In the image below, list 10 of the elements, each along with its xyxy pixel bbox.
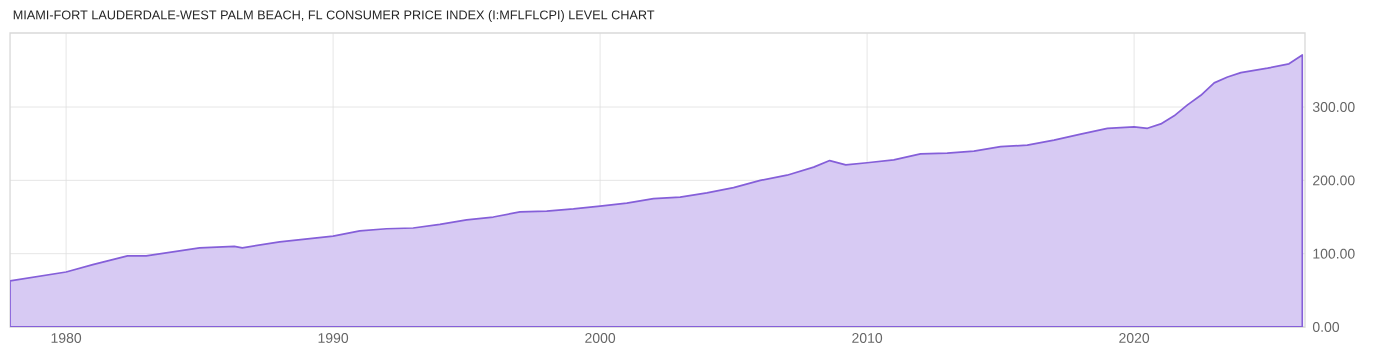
x-tick-label: 2010 — [852, 333, 883, 343]
x-tick-label: 2020 — [1119, 333, 1150, 343]
chart-title: MIAMI-FORT LAUDERDALE-WEST PALM BEACH, FL CONSUMER PRICE INDEX (I:MFLFLCPI) LEVEL CHART — [13, 10, 655, 22]
y-tick-label: 200.00 — [1313, 175, 1355, 186]
y-tick-label: 100.00 — [1313, 248, 1355, 259]
y-tick-label: 0.00 — [1312, 322, 1340, 332]
x-tick-label: 1990 — [318, 333, 349, 343]
x-tick-label: 1980 — [51, 333, 82, 343]
x-tick-label: 2000 — [585, 333, 616, 343]
y-tick-label: 300.00 — [1312, 102, 1355, 113]
